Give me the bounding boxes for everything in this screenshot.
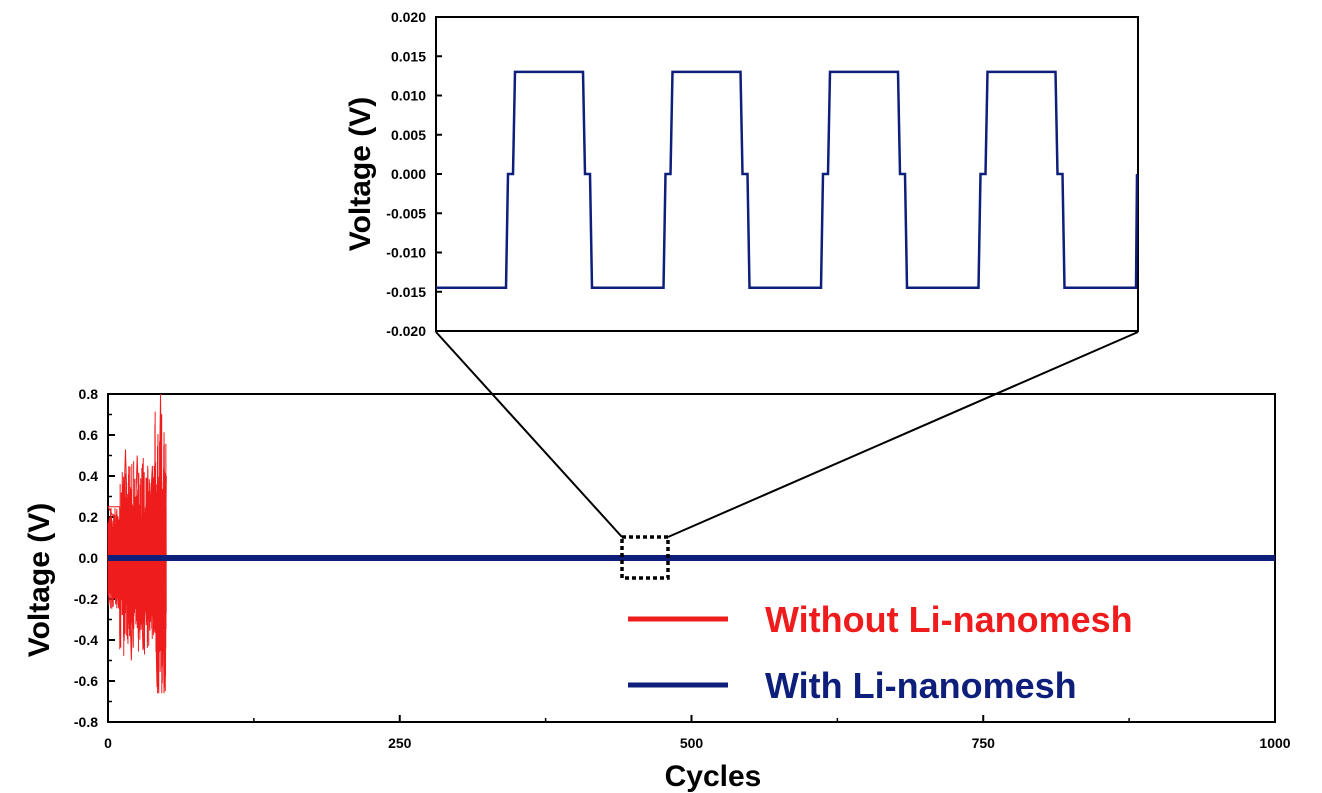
inset-chart: 0.020 0.015 0.010 0.005 0.000 -0.005 -0.010 -0.… bbox=[344, 9, 1139, 339]
y-tick-label: 0.6 bbox=[79, 427, 99, 443]
y-tick-label: -0.6 bbox=[74, 673, 98, 689]
legend-label-with: With Li-nanomesh bbox=[765, 665, 1077, 706]
inset-y-tick-label: 0.000 bbox=[391, 166, 426, 182]
x-tick-label: 0 bbox=[104, 735, 112, 751]
y-tick-label: -0.2 bbox=[74, 591, 98, 607]
inset-y-tick-label: 0.005 bbox=[391, 127, 426, 143]
y-tick-label: -0.4 bbox=[74, 632, 98, 648]
inset-y-tick-label: -0.015 bbox=[386, 284, 426, 300]
main-x-ticks: 0 250 500 750 1000 bbox=[104, 715, 1291, 751]
x-tick-label: 1000 bbox=[1259, 735, 1290, 751]
y-tick-label: 0.8 bbox=[79, 386, 99, 402]
y-tick-label: 0.4 bbox=[79, 468, 99, 484]
main-x-axis-title: Cycles bbox=[665, 760, 762, 793]
main-chart: 0 250 500 750 1000 0.8 0.6 0.4 0.2 0.0 -0.2 -0.4 -0… bbox=[23, 386, 1291, 793]
inset-y-tick-label: -0.010 bbox=[386, 245, 426, 261]
inset-series-group bbox=[436, 70, 1139, 290]
inset-y-tick-label: 0.015 bbox=[391, 48, 426, 64]
inset-y-axis-title: Voltage (V) bbox=[344, 97, 377, 251]
main-y-ticks: 0.8 0.6 0.4 0.2 0.0 -0.2 -0.4 -0.6 -0.8 bbox=[74, 386, 115, 730]
inset-frame bbox=[435, 16, 1139, 332]
inset-y-tick-label: -0.020 bbox=[386, 323, 426, 339]
y-tick-label: 0.0 bbox=[79, 550, 99, 566]
main-series-group bbox=[107, 393, 1275, 694]
x-tick-label: 250 bbox=[388, 735, 412, 751]
inset-y-tick-label: 0.020 bbox=[391, 9, 426, 25]
inset-y-ticks: 0.020 0.015 0.010 0.005 0.000 -0.005 -0.010 -0.… bbox=[386, 9, 442, 339]
inset-y-tick-label: 0.010 bbox=[391, 88, 426, 104]
inset-series-with-li-nanomesh bbox=[436, 70, 1139, 290]
inset-y-tick-label: -0.005 bbox=[386, 205, 426, 221]
y-tick-label: -0.8 bbox=[74, 714, 98, 730]
series-without-li-nanomesh bbox=[107, 393, 167, 694]
x-tick-label: 750 bbox=[972, 735, 996, 751]
connector-left bbox=[435, 331, 623, 538]
x-tick-label: 500 bbox=[680, 735, 704, 751]
legend-label-without: Without Li-nanomesh bbox=[765, 599, 1133, 640]
zoom-box bbox=[620, 535, 670, 580]
legend: Without Li-nanomesh With Li-nanomesh bbox=[628, 599, 1133, 706]
connector-right bbox=[667, 331, 1139, 538]
y-tick-label: 0.2 bbox=[79, 509, 99, 525]
main-y-axis-title: Voltage (V) bbox=[23, 503, 56, 657]
